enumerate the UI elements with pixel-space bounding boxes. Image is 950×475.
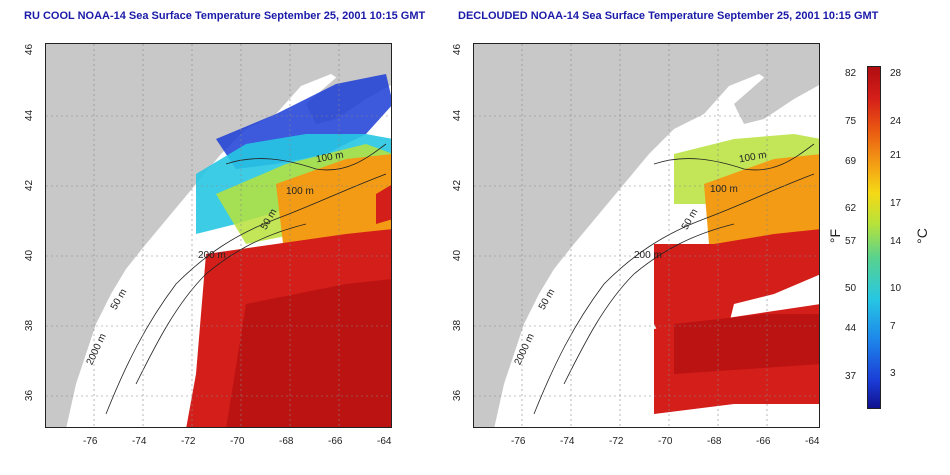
colorbar-c-label: 14: [890, 236, 902, 247]
sst-hot-region: [674, 314, 819, 374]
lat-tick: 46: [24, 43, 36, 56]
colorbar-c-label: 3: [890, 368, 896, 379]
lat-tick: 44: [452, 109, 464, 122]
lat-tick: 40: [452, 249, 464, 262]
lon-tick: -72: [609, 436, 624, 447]
contour-line: [135, 223, 307, 385]
lat-tick: 46: [452, 43, 464, 56]
right-sst-map: 100 m 100 m 50 m 200 m 50 m 2000 m: [473, 43, 820, 428]
lon-tick: -72: [181, 436, 196, 447]
land-mass: [46, 44, 391, 427]
colorbar-c-label: 10: [890, 283, 902, 294]
contour-label: 200 m: [634, 250, 662, 261]
lon-tick: -76: [83, 436, 98, 447]
contour-label: 100 m: [710, 184, 738, 195]
sst-hot-region: [226, 279, 391, 427]
contour-line: [105, 173, 387, 415]
colorbar-f-label: 62: [845, 203, 857, 214]
colorbar-c-label: 21: [890, 150, 902, 161]
colorbar-f-label: 57: [845, 236, 857, 247]
left-map-title: RU COOL NOAA-14 Sea Surface Temperature …: [24, 10, 426, 22]
colorbar-f-label: 37: [845, 371, 857, 382]
lon-tick: -70: [230, 436, 245, 447]
lat-tick: 40: [24, 249, 36, 262]
lat-tick: 42: [24, 179, 36, 192]
nova-scotia-land: [734, 59, 819, 124]
lon-tick: -68: [707, 436, 722, 447]
lat-tick: 38: [452, 319, 464, 332]
contour-label: 100 m: [286, 186, 314, 197]
contour-line: [653, 143, 815, 171]
lat-tick: 36: [24, 389, 36, 402]
colorbar-f-label: 50: [845, 283, 857, 294]
lon-tick: -76: [511, 436, 526, 447]
lon-tick: -64: [805, 436, 820, 447]
lat-tick: 38: [24, 319, 36, 332]
colorbar-c-label: 24: [890, 116, 902, 127]
left-sst-map: 100 m 100 m 50 m 200 m 50 m 2000 m: [45, 43, 392, 428]
contour-label: 200 m: [198, 250, 226, 261]
lon-tick: -64: [377, 436, 392, 447]
lon-tick: -74: [132, 436, 147, 447]
lon-tick: -74: [560, 436, 575, 447]
colorbar-f-label: 75: [845, 116, 857, 127]
sst-warm-spot: [376, 185, 391, 224]
colorbar-f-label: 69: [845, 156, 857, 167]
lon-tick: -68: [279, 436, 294, 447]
fahrenheit-unit-label: °F: [827, 228, 844, 244]
lat-tick: 36: [452, 389, 464, 402]
lon-tick: -66: [756, 436, 771, 447]
celsius-unit-label: °C: [913, 228, 930, 244]
temperature-colorbar: [867, 66, 881, 409]
contour-line: [225, 143, 387, 171]
lat-tick: 44: [24, 109, 36, 122]
contour-line: [563, 223, 735, 385]
lon-tick: -66: [328, 436, 343, 447]
colorbar-c-label: 17: [890, 198, 902, 209]
right-map-title: DECLOUDED NOAA-14 Sea Surface Temperatur…: [458, 10, 879, 22]
lat-tick: 42: [452, 179, 464, 192]
lon-tick: -70: [658, 436, 673, 447]
land-mass: [474, 44, 819, 427]
colorbar-c-label: 28: [890, 68, 902, 79]
colorbar-c-label: 7: [890, 321, 896, 332]
left-map-graphic: [46, 44, 391, 427]
right-map-graphic: [474, 44, 819, 427]
contour-line: [533, 173, 815, 415]
colorbar-f-label: 44: [845, 323, 857, 334]
colorbar-f-label: 82: [845, 68, 857, 79]
